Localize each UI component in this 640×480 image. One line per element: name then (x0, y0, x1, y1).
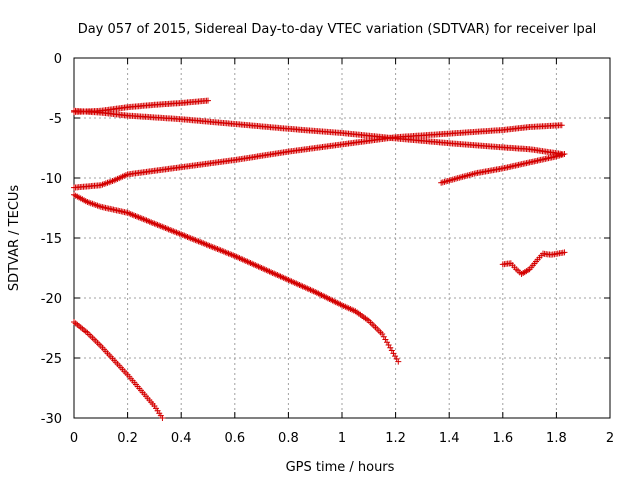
data-point (561, 249, 568, 256)
x-tick-label: 1.4 (439, 431, 460, 446)
x-tick-label: 2 (606, 431, 614, 446)
grid-lines (74, 58, 610, 418)
data-point (395, 358, 402, 365)
y-tick-label: -20 (41, 292, 62, 307)
chart-title: Day 057 of 2015, Sidereal Day-to-day VTE… (78, 22, 597, 37)
series-track-e (71, 319, 166, 421)
y-tick-label: -15 (41, 232, 62, 247)
y-axis-label: SDTVAR / TECUs (7, 185, 22, 292)
series-track-d (71, 191, 402, 365)
x-tick-label: 0.8 (278, 431, 299, 446)
x-axis-ticks: 0 0.2 0.4 0.6 0.8 1 1.2 1.4 1.6 1.8 2 (70, 58, 614, 446)
series-track-c (71, 122, 565, 191)
x-tick-label: 0.2 (117, 431, 138, 446)
y-tick-label: 0 (54, 52, 62, 67)
series-track-f (438, 151, 568, 186)
y-axis-ticks: 0 -5 -10 -15 -20 -25 -30 (41, 52, 610, 427)
data-point (205, 97, 211, 104)
x-tick-label: 1.2 (385, 431, 406, 446)
series-track-a (71, 97, 211, 115)
x-tick-label: 0.6 (224, 431, 245, 446)
series-track-b (71, 107, 565, 157)
y-tick-label: -25 (41, 352, 62, 367)
x-axis-label: GPS time / hours (286, 460, 395, 475)
x-tick-label: 0.4 (171, 431, 192, 446)
y-tick-label: -5 (49, 112, 62, 127)
data-point (159, 415, 166, 421)
x-tick-label: 1 (338, 431, 346, 446)
data-marks (71, 97, 568, 421)
series-track-g (499, 249, 568, 277)
data-point (558, 122, 565, 129)
x-tick-label: 0 (70, 431, 78, 446)
x-tick-label: 1.6 (492, 431, 513, 446)
y-tick-label: -30 (41, 412, 62, 427)
y-tick-label: -10 (41, 172, 62, 187)
x-tick-label: 1.8 (546, 431, 567, 446)
data-point (561, 151, 568, 157)
